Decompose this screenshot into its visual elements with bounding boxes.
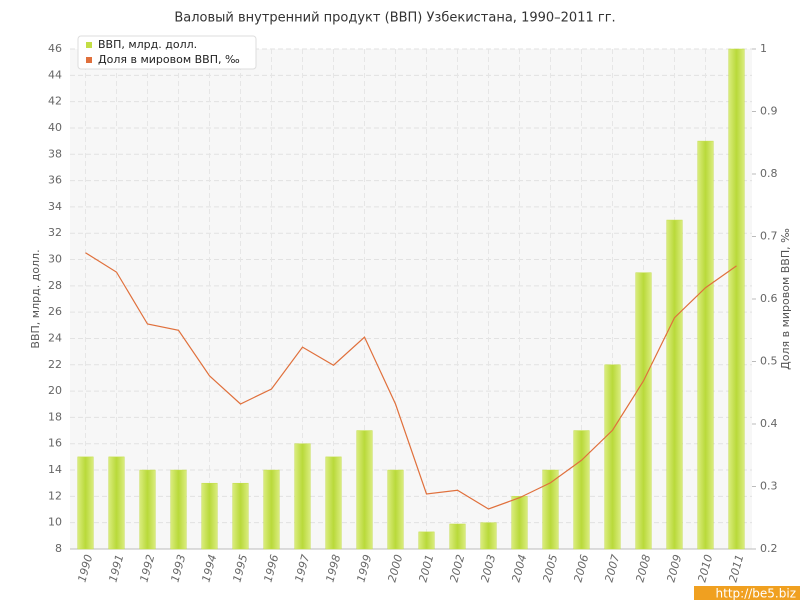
y-tick-label: 38 (48, 147, 62, 160)
y-tick-label: 18 (48, 410, 62, 423)
y-tick-label: 20 (48, 384, 62, 397)
bar (697, 140, 714, 550)
legend-box (77, 35, 257, 70)
legend-swatch (86, 57, 92, 63)
y-tick-label: 46 (48, 42, 62, 55)
bar (232, 482, 249, 550)
y-tick-label: 22 (48, 358, 62, 371)
bar (573, 430, 590, 550)
y2-tick-label: 0.6 (760, 292, 778, 305)
y-tick-label: 14 (48, 463, 62, 476)
bar (108, 456, 125, 550)
bar (449, 523, 466, 550)
x-tick-label: 2003 (478, 553, 498, 583)
x-tick-label: 1994 (199, 553, 219, 583)
x-tick-label: 1996 (261, 553, 281, 583)
x-tick-label: 2001 (416, 553, 436, 583)
x-tick-label: 1995 (230, 553, 250, 583)
x-tick-label: 2010 (695, 553, 715, 583)
y2-tick-label: 1 (760, 42, 767, 55)
legend-swatch (86, 42, 92, 48)
y-tick-label: 40 (48, 121, 62, 134)
y-tick-label: 28 (48, 279, 62, 292)
y-tick-label: 10 (48, 516, 62, 529)
y-tick-label: 42 (48, 95, 62, 108)
y2-tick-label: 0.8 (760, 167, 778, 180)
y2-tick-label: 0.7 (760, 230, 778, 243)
x-tick-label: 2009 (664, 553, 684, 583)
y2-tick-label: 0.4 (760, 417, 778, 430)
y-tick-label: 34 (48, 200, 62, 213)
y-axis-title: ВВП, млрд. долл. (29, 249, 42, 348)
bar (604, 364, 621, 550)
x-tick-label: 2008 (633, 553, 653, 583)
x-tick-label: 2007 (602, 553, 622, 583)
bar (170, 469, 187, 550)
legend-label: ВВП, млрд. долл. (98, 38, 197, 51)
bar (542, 469, 559, 550)
y2-tick-label: 0.2 (760, 542, 778, 555)
y-tick-label: 12 (48, 489, 62, 502)
bar (666, 219, 683, 550)
x-tick-label: 1991 (106, 553, 126, 583)
bar (480, 522, 497, 550)
y-tick-label: 36 (48, 174, 62, 187)
x-tick-label: 2000 (385, 553, 405, 583)
y-tick-label: 26 (48, 305, 62, 318)
y-tick-label: 30 (48, 253, 62, 266)
bar (356, 430, 373, 550)
watermark-box (694, 586, 800, 600)
x-tick-label: 2002 (447, 553, 467, 583)
x-tick-label: 1999 (354, 553, 374, 583)
y-tick-label: 8 (55, 542, 62, 555)
bar (325, 456, 342, 550)
bar (387, 469, 404, 550)
y2-axis-title: Доля в мировом ВВП, ‰ (779, 228, 792, 370)
x-tick-label: 1998 (323, 553, 343, 583)
x-tick-label: 1990 (75, 553, 95, 583)
bar (635, 272, 652, 550)
bar (77, 456, 94, 550)
bar (728, 48, 745, 550)
bar (418, 531, 435, 550)
x-tick-label: 1993 (168, 553, 188, 583)
y-tick-label: 24 (48, 331, 62, 344)
watermark: http://be5.biz (716, 587, 796, 600)
y2-tick-label: 0.5 (760, 355, 778, 368)
y2-tick-label: 0.3 (760, 480, 778, 493)
x-tick-label: 2006 (571, 553, 591, 583)
y-tick-label: 16 (48, 437, 62, 450)
bar (201, 482, 218, 550)
bar (263, 469, 280, 550)
y-tick-label: 44 (48, 68, 62, 81)
chart-title: Валовый внутренний продукт (ВВП) Узбекис… (174, 11, 615, 26)
x-tick-label: 1997 (292, 553, 312, 583)
bar (294, 443, 311, 550)
bar (511, 496, 528, 550)
x-tick-label: 1992 (137, 553, 157, 583)
x-tick-label: 2005 (540, 553, 560, 583)
y-tick-label: 32 (48, 226, 62, 239)
x-tick-label: 2004 (509, 553, 529, 583)
line (85, 252, 737, 510)
x-tick-label: 2011 (726, 553, 746, 583)
bar (139, 469, 156, 550)
y2-tick-label: 0.9 (760, 105, 778, 118)
legend-label: Доля в мировом ВВП, ‰ (98, 53, 240, 66)
